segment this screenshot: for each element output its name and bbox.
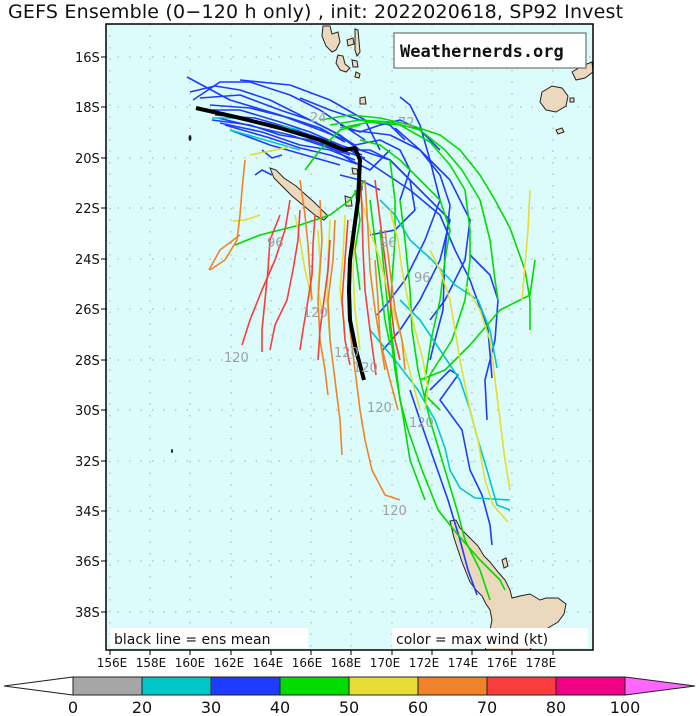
svg-text:Weathernerds.org: Weathernerds.org (400, 42, 564, 62)
svg-text:26S: 26S (75, 303, 100, 318)
svg-text:0: 0 (68, 698, 78, 716)
ocean-background (106, 24, 593, 650)
svg-text:28S: 28S (75, 354, 100, 369)
svg-text:16S: 16S (75, 51, 100, 66)
svg-text:120: 120 (367, 401, 392, 416)
svg-text:166E: 166E (292, 656, 323, 670)
svg-text:100: 100 (610, 698, 641, 716)
latitude-axis: 16S 18S 20S 22S 24S 26S 28S 30S 32S 34S … (75, 51, 106, 621)
colorbar-high-arrow (624, 676, 696, 696)
svg-text:176E: 176E (487, 656, 518, 670)
svg-text:38S: 38S (75, 606, 100, 621)
svg-text:22S: 22S (75, 202, 100, 217)
svg-text:164E: 164E (253, 656, 284, 670)
svg-text:96: 96 (267, 236, 284, 251)
svg-text:24: 24 (310, 111, 327, 126)
svg-text:24S: 24S (75, 253, 100, 268)
island-dot (188, 135, 192, 141)
svg-text:174E: 174E (448, 656, 479, 670)
svg-text:156E: 156E (97, 656, 128, 670)
ensemble-mean-track (195, 106, 366, 381)
svg-text:120: 120 (353, 361, 378, 376)
colorbar-low-arrow (3, 676, 74, 696)
svg-text:120: 120 (334, 346, 359, 361)
colorbar (3, 676, 696, 696)
svg-text:80: 80 (546, 698, 566, 716)
svg-text:172E: 172E (409, 656, 440, 670)
legend-color: color = max wind (kt) (392, 628, 588, 648)
svg-text:168E: 168E (331, 656, 362, 670)
svg-text:72: 72 (398, 116, 415, 131)
vanuatu-north (321, 25, 341, 53)
svg-text:20S: 20S (75, 152, 100, 167)
svg-text:18S: 18S (75, 101, 100, 116)
svg-text:40: 40 (270, 698, 290, 716)
svg-text:160E: 160E (175, 656, 206, 670)
svg-text:20: 20 (132, 698, 152, 716)
svg-text:70: 70 (477, 698, 497, 716)
svg-text:34S: 34S (75, 505, 100, 520)
svg-text:color = max wind (kt): color = max wind (kt) (396, 632, 548, 648)
svg-text:30: 30 (201, 698, 221, 716)
svg-text:120: 120 (409, 416, 434, 431)
hour-labels: 72 24 96 96 96 120 120 120 120 120 120 1… (224, 111, 434, 519)
svg-text:32S: 32S (75, 455, 100, 470)
longitude-axis: 156E 158E 160E 162E 164E 166E 168E 170E … (97, 650, 557, 670)
svg-text:60: 60 (408, 698, 428, 716)
svg-text:96: 96 (380, 236, 397, 251)
svg-text:158E: 158E (136, 656, 167, 670)
svg-text:black line = ens mean: black line = ens mean (114, 632, 270, 648)
svg-text:170E: 170E (370, 656, 401, 670)
svg-text:120: 120 (382, 504, 407, 519)
map-frame (105, 23, 594, 651)
gridlines (106, 24, 593, 650)
chart-title: GEFS Ensemble (0−120 h only) , init: 202… (8, 1, 624, 23)
watermark: Weathernerds.org (393, 32, 587, 69)
legend-mean: black line = ens mean (110, 628, 308, 648)
svg-text:30S: 30S (75, 404, 100, 419)
svg-text:162E: 162E (214, 656, 245, 670)
svg-text:120: 120 (303, 306, 328, 321)
svg-text:178E: 178E (526, 656, 557, 670)
svg-text:36S: 36S (75, 555, 100, 570)
svg-text:120: 120 (224, 351, 249, 366)
svg-text:96: 96 (414, 271, 431, 286)
ensemble-tracks (186, 76, 536, 601)
colorbar-labels: 0 20 30 40 50 60 70 80 100 (68, 698, 640, 716)
land (269, 25, 594, 651)
fiji-viti-levu (539, 85, 569, 113)
svg-text:50: 50 (339, 698, 359, 716)
